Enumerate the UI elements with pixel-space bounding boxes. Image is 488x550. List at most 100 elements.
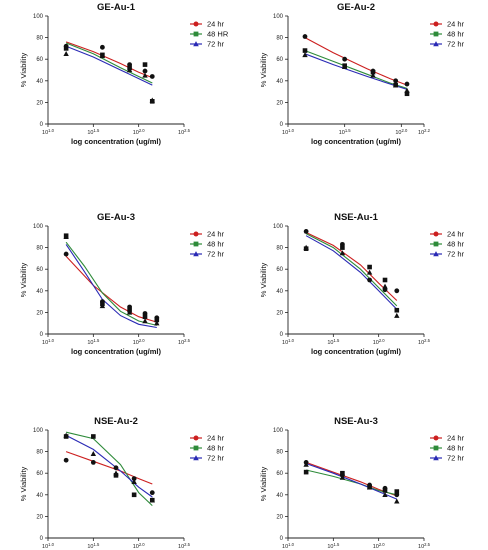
x-axis-label: log concentration (ug/ml) (71, 137, 161, 146)
data-point-72-hr (366, 269, 373, 275)
y-axis-label: % Viability (19, 263, 28, 298)
x-axis-label: log concentration (ug/ml) (311, 347, 401, 356)
x-tick-label: 102.2 (418, 128, 431, 136)
data-point-24-hr (302, 34, 308, 39)
y-tick-label: 0 (40, 122, 44, 128)
y-tick-label: 100 (273, 428, 284, 434)
x-tick-label: 101.5 (327, 542, 340, 550)
legend-label: 24 hr (447, 230, 465, 239)
data-point-48-hr (302, 48, 308, 53)
legend-label: 72 hr (207, 250, 225, 259)
legend-label: 48 hr (207, 240, 225, 249)
data-point-72-hr (404, 87, 410, 93)
legend-marker (433, 231, 439, 237)
x-tick-label: 102.0 (395, 128, 408, 136)
chart-panel-3: GE-Au-3 0 20 40 60 80 100 101.0 101.5 102.0 102.5 l… (19, 212, 225, 356)
y-tick-label: 80 (276, 36, 283, 42)
data-point-48-hr (142, 314, 148, 320)
y-tick-label: 0 (40, 332, 44, 338)
legend-marker (193, 241, 199, 247)
x-tick-label: 101.5 (87, 542, 100, 550)
data-point-48-hr (154, 317, 160, 323)
y-axis-label: % Viability (19, 467, 28, 502)
data-point-48-hr (340, 470, 345, 476)
chart-title: NSE-Au-2 (94, 416, 138, 427)
legend-label: 48 hr (447, 444, 465, 453)
data-point-72-hr (63, 234, 69, 239)
fit-curve-24-hr (65, 41, 153, 79)
data-point-48-hr (404, 91, 410, 97)
fit-curve-72-hr (65, 45, 153, 86)
y-axis-label: % Viability (259, 53, 268, 88)
data-point-48-hr (367, 264, 372, 270)
y-tick-label: 80 (36, 36, 43, 42)
legend-label: 24 hr (447, 20, 465, 29)
x-tick-label: 102.5 (178, 338, 191, 346)
fit-curve-72-hr (65, 434, 153, 498)
data-point-24-hr (90, 460, 96, 465)
y-tick-label: 0 (280, 122, 284, 128)
legend-marker (433, 41, 439, 47)
fit-curve-72-hr (305, 235, 398, 310)
data-point-72-hr (63, 432, 69, 438)
x-axis-label: log concentration (ug/ml) (311, 137, 401, 146)
fit-curve-24-hr (65, 451, 153, 485)
y-tick-label: 40 (36, 79, 43, 85)
data-point-24-hr (367, 277, 372, 283)
legend-marker (193, 231, 199, 237)
data-point-72-hr (366, 484, 373, 490)
y-tick-label: 0 (280, 332, 284, 338)
y-tick-label: 80 (36, 246, 43, 252)
data-point-72-hr (149, 97, 155, 103)
data-point-48-hr (91, 434, 96, 439)
data-point-72-hr (394, 498, 400, 504)
y-tick-label: 0 (40, 536, 44, 542)
x-tick-label: 102.0 (133, 338, 146, 346)
y-tick-label: 60 (276, 267, 283, 273)
y-tick-label: 20 (276, 310, 283, 316)
data-point-48-hr (303, 469, 309, 475)
x-tick-label: 102.5 (418, 338, 431, 346)
legend-label: 48 hr (207, 444, 225, 453)
legend-marker (193, 435, 199, 441)
legend-marker (193, 445, 199, 451)
data-point-48-hr (340, 245, 345, 250)
y-tick-label: 40 (276, 289, 283, 295)
x-tick-label: 101.0 (42, 128, 55, 136)
legend-marker (433, 455, 439, 461)
data-point-72-hr (126, 67, 133, 73)
x-tick-label: 102.0 (373, 338, 386, 346)
data-point-72-hr (370, 72, 376, 78)
fit-curve-48-hr (65, 431, 153, 506)
x-tick-label: 101.5 (87, 128, 100, 136)
data-point-72-hr (113, 470, 119, 476)
data-point-72-hr (142, 318, 148, 324)
y-axis-label: % Viability (19, 53, 28, 88)
legend-label: 72 hr (447, 40, 465, 49)
chart-panel-2: GE-Au-2 0 20 40 60 80 100 101.0 101.5 102.0 102.2 l… (259, 2, 465, 146)
y-tick-label: 0 (280, 536, 284, 542)
y-tick-label: 60 (36, 57, 43, 63)
data-point-24-hr (131, 476, 137, 481)
chart-panel-4: NSE-Au-1 0 20 40 60 80 100 101.0 101.5 102.0 102.5… (259, 212, 465, 356)
y-tick-label: 100 (273, 224, 284, 230)
data-point-24-hr (149, 74, 155, 79)
data-point-72-hr (154, 320, 160, 326)
legend-marker (193, 41, 199, 47)
fit-curve-48-hr (65, 42, 153, 84)
x-tick-label: 101.0 (42, 338, 55, 346)
y-tick-label: 20 (276, 514, 283, 520)
data-point-72-hr (302, 52, 308, 58)
legend-label: 48 hr (447, 240, 465, 249)
data-point-72-hr (382, 492, 388, 497)
data-point-48-hr (142, 62, 148, 67)
legend-marker (433, 31, 439, 37)
data-point-24-hr (100, 44, 105, 50)
legend-label: 48 hr (447, 30, 465, 39)
legend-marker (433, 241, 439, 247)
x-tick-label: 101.0 (282, 338, 295, 346)
y-tick-label: 20 (276, 100, 283, 106)
chart-panel-1: GE-Au-1 0 20 40 60 80 100 101.0 101.5 102.0 102.5 l… (19, 2, 229, 146)
legend-label: 24 hr (207, 230, 225, 239)
